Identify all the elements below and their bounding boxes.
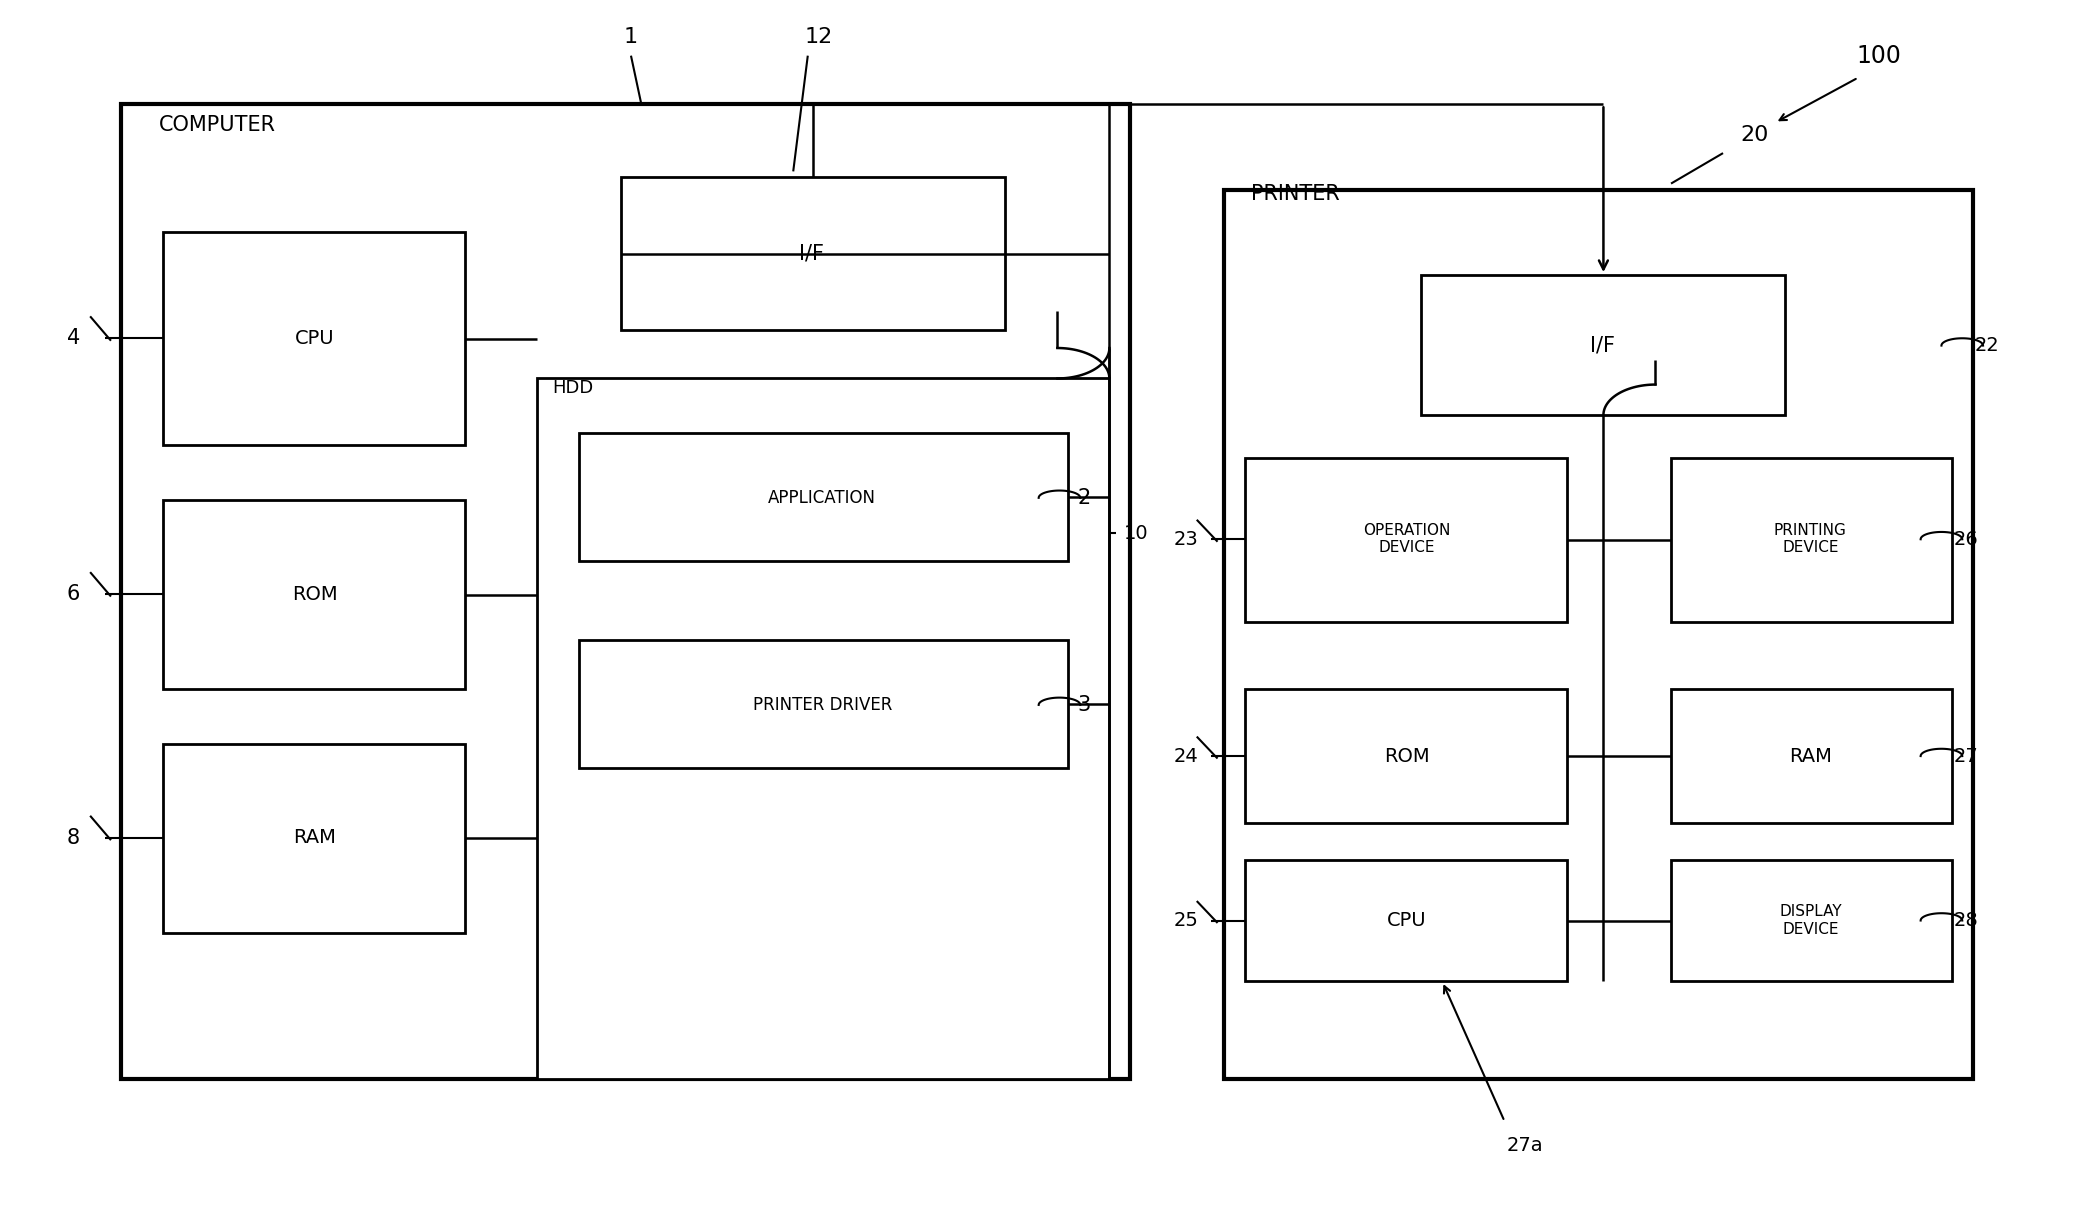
Text: RAM: RAM: [1788, 747, 1832, 765]
Text: DISPLAY
DEVICE: DISPLAY DEVICE: [1780, 904, 1843, 936]
Text: ROM: ROM: [1384, 747, 1430, 765]
Text: PRINTING
DEVICE: PRINTING DEVICE: [1774, 524, 1847, 556]
Text: RAM: RAM: [293, 828, 337, 848]
Bar: [1422, 275, 1786, 415]
Text: COMPUTER: COMPUTER: [159, 115, 276, 134]
Text: 20: 20: [1740, 124, 1769, 145]
Bar: [163, 233, 465, 446]
Text: 3: 3: [1078, 695, 1091, 715]
Text: 6: 6: [67, 584, 80, 604]
Bar: [1244, 689, 1566, 823]
Text: PRINTER DRIVER: PRINTER DRIVER: [752, 696, 892, 713]
Bar: [578, 641, 1068, 769]
Text: 4: 4: [67, 328, 80, 349]
Text: 22: 22: [1975, 336, 2000, 355]
Text: 8: 8: [67, 828, 80, 848]
Text: HDD: HDD: [553, 378, 593, 397]
Text: OPERATION
DEVICE: OPERATION DEVICE: [1363, 524, 1451, 556]
Text: 10: 10: [1124, 524, 1150, 542]
Text: I/F: I/F: [800, 243, 825, 262]
Text: 12: 12: [804, 27, 831, 47]
Bar: [1671, 457, 1952, 622]
Text: 100: 100: [1857, 43, 1901, 68]
Text: ROM: ROM: [291, 584, 337, 604]
Bar: [1223, 190, 1973, 1079]
Bar: [1671, 860, 1952, 982]
Text: 27a: 27a: [1508, 1136, 1543, 1156]
Bar: [538, 378, 1110, 1079]
Text: PRINTER: PRINTER: [1250, 185, 1340, 205]
Text: 2: 2: [1078, 488, 1091, 508]
Bar: [1244, 457, 1566, 622]
Bar: [578, 434, 1068, 562]
Text: 26: 26: [1954, 530, 1979, 548]
Text: 23: 23: [1175, 530, 1198, 548]
Text: I/F: I/F: [1589, 335, 1614, 356]
Bar: [620, 177, 1005, 330]
Bar: [121, 105, 1131, 1079]
Text: CPU: CPU: [295, 329, 335, 347]
Text: 25: 25: [1175, 910, 1198, 930]
Text: CPU: CPU: [1386, 910, 1426, 930]
Text: 27: 27: [1954, 747, 1979, 765]
Bar: [163, 500, 465, 689]
Text: 24: 24: [1175, 747, 1198, 765]
Bar: [1671, 689, 1952, 823]
Text: APPLICATION: APPLICATION: [768, 489, 877, 506]
Bar: [1244, 860, 1566, 982]
Text: 28: 28: [1954, 910, 1979, 930]
Bar: [163, 744, 465, 933]
Text: 1: 1: [624, 27, 639, 47]
